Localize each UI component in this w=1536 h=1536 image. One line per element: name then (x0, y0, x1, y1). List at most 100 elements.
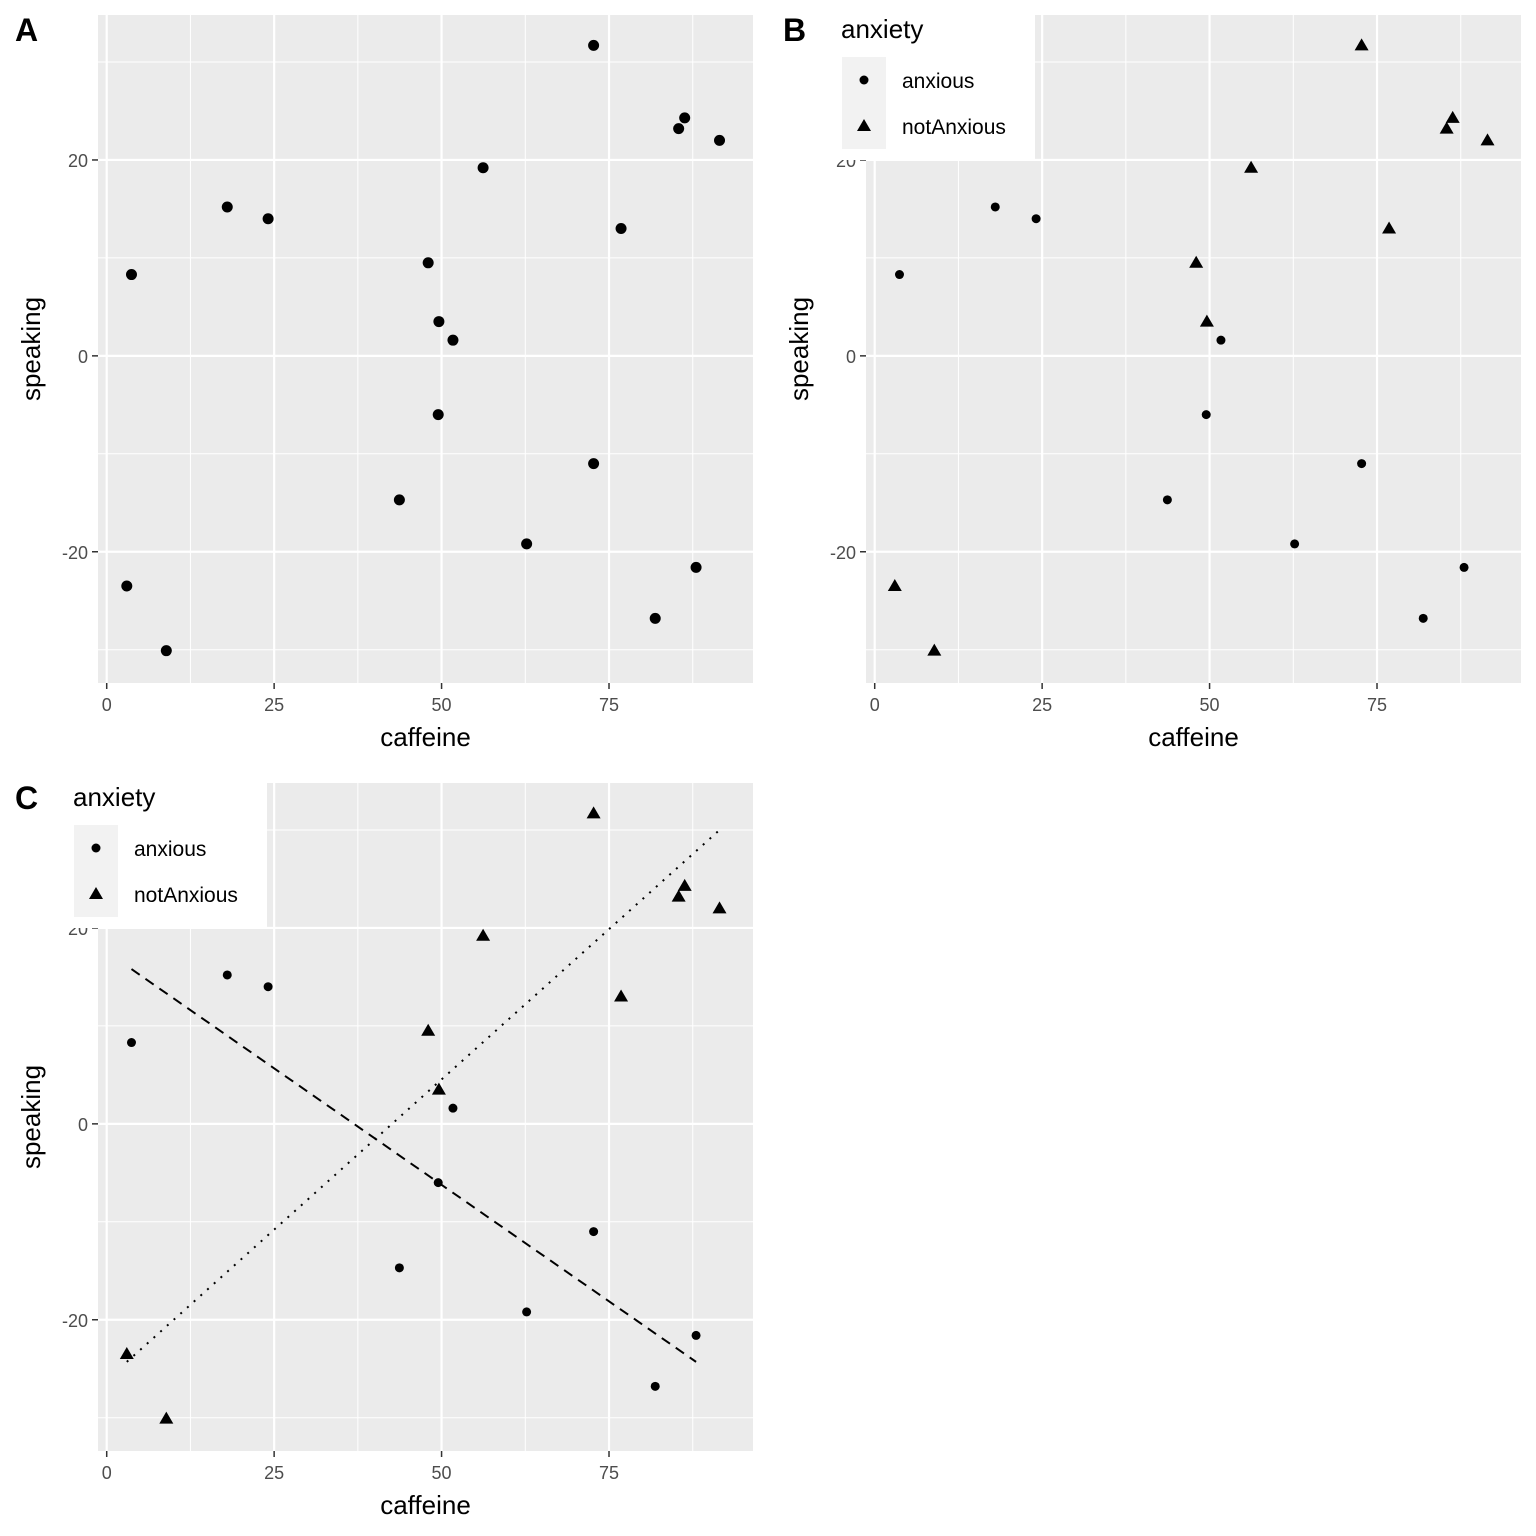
legend-title: anxiety (73, 782, 155, 812)
data-point-triangle (887, 579, 902, 592)
data-point-circle (649, 612, 661, 624)
data-point-circle (262, 213, 274, 225)
data-point-triangle (1439, 121, 1454, 134)
data-point-triangle (614, 989, 629, 1002)
data-point-circle (714, 134, 726, 146)
x-tick-label: 25 (1032, 695, 1052, 715)
x-tick-label: 25 (264, 695, 284, 715)
data-point-circle (263, 982, 273, 992)
panel-a: 0 25 50 75 -20 0 20 caffeine speaking A (15, 12, 753, 752)
data-point-circle (1216, 335, 1226, 345)
data-point-circle (894, 270, 904, 280)
data-point-circle (650, 1381, 660, 1391)
fit-line-anxious (130, 968, 697, 1363)
data-point-circle (447, 334, 459, 346)
data-point-circle (690, 561, 702, 573)
y-tick-label: 0 (846, 347, 856, 367)
data-point-circle (221, 201, 233, 213)
x-tick-label: 50 (432, 695, 452, 715)
data-point-circle (125, 269, 137, 281)
data-point-circle (1031, 214, 1041, 224)
legend-label: notAnxious (902, 116, 1006, 139)
data-point-circle (1290, 539, 1300, 549)
y-tick-label: 0 (78, 347, 88, 367)
data-point-circle (1459, 562, 1469, 572)
legend-title: anxiety (841, 14, 923, 44)
data-point-circle (589, 1227, 599, 1237)
x-tick-label: 50 (1200, 695, 1220, 715)
data-point-circle (679, 112, 691, 124)
x-tick-label: 0 (102, 695, 112, 715)
legend-triangle-icon (89, 887, 103, 899)
data-point-circle (673, 123, 685, 135)
y-axis-title: speaking (16, 297, 46, 401)
panel-label: C (15, 780, 38, 816)
y-tick-label: 20 (68, 151, 88, 171)
data-point-circle (433, 1178, 443, 1188)
data-point-triangle (677, 878, 692, 891)
data-point-triangle (421, 1023, 436, 1036)
data-point-triangle (712, 901, 727, 914)
legend-label: anxious (902, 70, 974, 93)
data-point-triangle (1199, 314, 1214, 327)
data-point-circle (394, 1263, 404, 1273)
data-point-triangle (476, 928, 491, 941)
data-point-circle (477, 162, 489, 174)
data-point-circle (222, 970, 232, 980)
data-point-circle (126, 1038, 136, 1048)
data-point-triangle (431, 1082, 446, 1095)
data-point-triangle (1189, 255, 1204, 268)
x-tick-label: 75 (599, 695, 619, 715)
x-tick-label: 75 (1367, 695, 1387, 715)
y-axis-title: speaking (16, 1065, 46, 1169)
data-point-circle (1418, 613, 1428, 623)
x-tick-label: 0 (102, 1463, 112, 1483)
legend-label: notAnxious (134, 884, 238, 907)
data-point-triangle (927, 643, 942, 656)
panel-label: A (15, 12, 38, 48)
legend-triangle-icon (857, 119, 871, 131)
y-tick-label: 0 (78, 1115, 88, 1135)
data-point-circle (588, 458, 600, 470)
data-point-circle (1357, 459, 1367, 469)
data-point-circle (448, 1103, 458, 1113)
x-tick-label: 0 (870, 695, 880, 715)
y-tick-label: -20 (62, 543, 88, 563)
data-point-triangle (1445, 110, 1460, 123)
y-tick-label: -20 (830, 543, 856, 563)
data-point-circle (160, 645, 172, 657)
data-point-circle (1162, 495, 1172, 505)
data-point-circle (121, 580, 133, 592)
x-axis-title: caffeine (1148, 722, 1239, 752)
legend: anxiety anxious notAnxious (830, 10, 1035, 160)
data-point-circle (615, 223, 627, 235)
data-point-circle (1201, 410, 1211, 420)
data-point-triangle (1354, 38, 1369, 51)
data-point-circle (588, 39, 600, 51)
x-axis-title: caffeine (380, 1490, 471, 1520)
x-tick-label: 75 (599, 1463, 619, 1483)
data-point-triangle (1244, 160, 1259, 173)
data-point-circle (393, 494, 405, 506)
data-point-circle (433, 316, 445, 328)
data-point-circle (691, 1330, 701, 1340)
data-point-triangle (119, 1347, 134, 1360)
y-tick-label: -20 (62, 1311, 88, 1331)
panel-label: B (783, 12, 806, 48)
plot-background (98, 15, 753, 683)
x-tick-label: 25 (264, 1463, 284, 1483)
data-point-triangle (586, 806, 601, 819)
data-point-triangle (1480, 133, 1495, 146)
data-point-triangle (671, 889, 686, 902)
data-point-circle (522, 1307, 532, 1317)
legend-circle-icon (859, 75, 869, 85)
x-tick-label: 50 (432, 1463, 452, 1483)
legend-circle-icon (91, 843, 101, 853)
data-point-triangle (159, 1411, 174, 1424)
x-axis-title: caffeine (380, 722, 471, 752)
data-point-triangle (1382, 221, 1397, 234)
data-point-circle (521, 538, 533, 550)
